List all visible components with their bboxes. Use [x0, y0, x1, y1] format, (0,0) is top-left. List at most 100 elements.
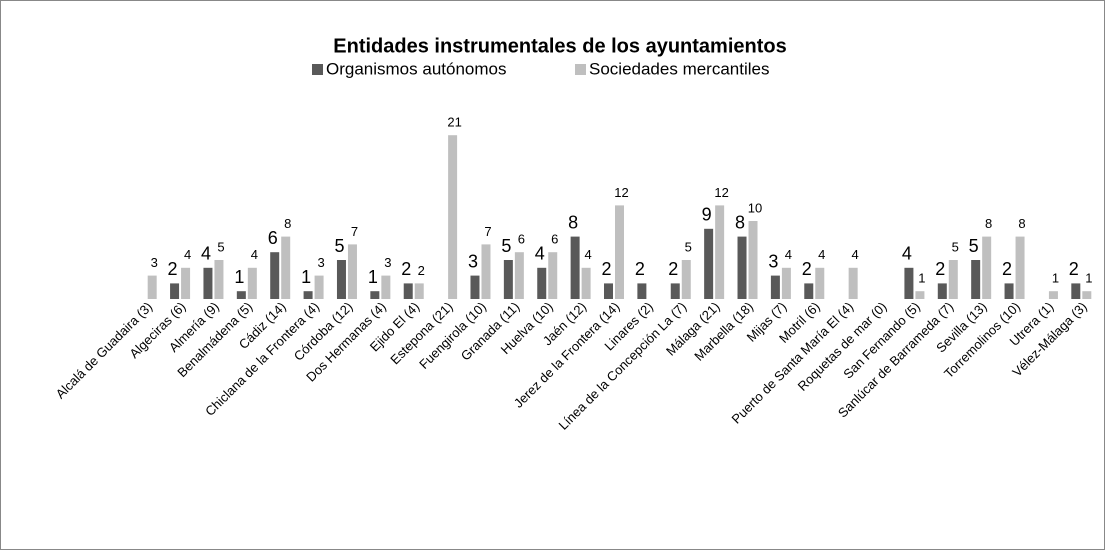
data-label: 8 [284, 216, 291, 231]
bar [414, 283, 424, 299]
bar [347, 244, 357, 299]
data-label: 5 [501, 236, 511, 256]
data-label: 2 [401, 259, 411, 279]
bar [203, 267, 213, 299]
bar [548, 252, 558, 299]
data-label: 4 [535, 244, 545, 264]
legend-label: Organismos autónomos [326, 59, 506, 78]
data-label: 2 [168, 259, 178, 279]
data-label: 2 [1002, 259, 1012, 279]
bar [181, 267, 191, 299]
bar [514, 252, 524, 299]
bar [281, 236, 291, 299]
data-label: 5 [969, 236, 979, 256]
bar [503, 260, 513, 299]
data-label: 1 [368, 267, 378, 287]
data-label: 3 [317, 255, 324, 270]
data-label: 1 [234, 267, 244, 287]
data-label: 4 [184, 247, 191, 262]
bar [470, 275, 480, 299]
data-label: 2 [601, 259, 611, 279]
data-label: 9 [702, 205, 712, 225]
bar [948, 260, 958, 299]
data-label: 3 [768, 251, 778, 271]
data-label: 4 [852, 247, 859, 262]
bar [815, 267, 825, 299]
bar [982, 236, 992, 299]
bar [615, 205, 624, 299]
bar [314, 275, 324, 299]
bar [1071, 283, 1081, 299]
data-label: 3 [468, 251, 478, 271]
bar [1082, 291, 1092, 299]
bar [915, 291, 925, 299]
data-label: 4 [201, 244, 211, 264]
data-label: 4 [251, 247, 258, 262]
data-label: 1 [301, 267, 311, 287]
data-label: 2 [635, 259, 645, 279]
data-label: 2 [1069, 259, 1079, 279]
data-label: 1 [918, 271, 925, 286]
bar [1015, 236, 1025, 299]
bar [804, 283, 814, 299]
bar [971, 260, 981, 299]
legend-swatch [575, 64, 586, 75]
bar [604, 283, 613, 299]
data-label: 3 [384, 255, 391, 270]
data-label: 7 [351, 224, 358, 239]
bar [481, 244, 491, 299]
bar [937, 283, 947, 299]
bar [270, 252, 280, 299]
bar [1048, 291, 1058, 299]
bar [303, 291, 313, 299]
chart-title: Entidades instrumentales de los ayuntami… [333, 35, 786, 57]
data-label: 8 [568, 212, 578, 232]
data-label: 2 [668, 259, 678, 279]
bar [704, 228, 714, 299]
data-label: 4 [818, 247, 825, 262]
data-label: 5 [217, 239, 224, 254]
bar [336, 260, 346, 299]
data-label: 5 [685, 239, 692, 254]
bar [848, 267, 858, 299]
data-label: 8 [1018, 216, 1025, 231]
bar [448, 135, 458, 299]
data-label: 12 [614, 185, 628, 200]
data-label: 21 [447, 115, 461, 130]
bar [748, 221, 758, 299]
bar [781, 267, 791, 299]
bar [247, 267, 257, 299]
data-label: 4 [785, 247, 792, 262]
bar [170, 283, 180, 299]
data-label: 8 [735, 212, 745, 232]
bar [715, 205, 725, 299]
data-label: 2 [802, 259, 812, 279]
data-label: 4 [585, 247, 592, 262]
data-label: 4 [902, 244, 912, 264]
legend-swatch [312, 64, 323, 75]
data-label: 5 [952, 239, 959, 254]
bar [904, 267, 914, 299]
bar [581, 267, 591, 299]
data-label: 8 [985, 216, 992, 231]
data-label: 1 [1085, 271, 1092, 286]
bar [681, 260, 691, 299]
bar [670, 283, 680, 299]
bar [1004, 283, 1014, 299]
bar [570, 236, 580, 299]
data-label: 6 [551, 232, 558, 247]
data-label: 6 [518, 232, 525, 247]
data-label: 7 [484, 224, 491, 239]
data-label: 2 [935, 259, 945, 279]
data-label: 1 [1052, 271, 1059, 286]
bar [214, 260, 224, 299]
bar [236, 291, 246, 299]
data-label: 10 [748, 200, 762, 215]
data-label: 5 [334, 236, 344, 256]
bar [637, 283, 647, 299]
bar [537, 267, 547, 299]
bar [737, 236, 747, 299]
data-label: 2 [418, 263, 425, 278]
data-label: 12 [714, 185, 728, 200]
